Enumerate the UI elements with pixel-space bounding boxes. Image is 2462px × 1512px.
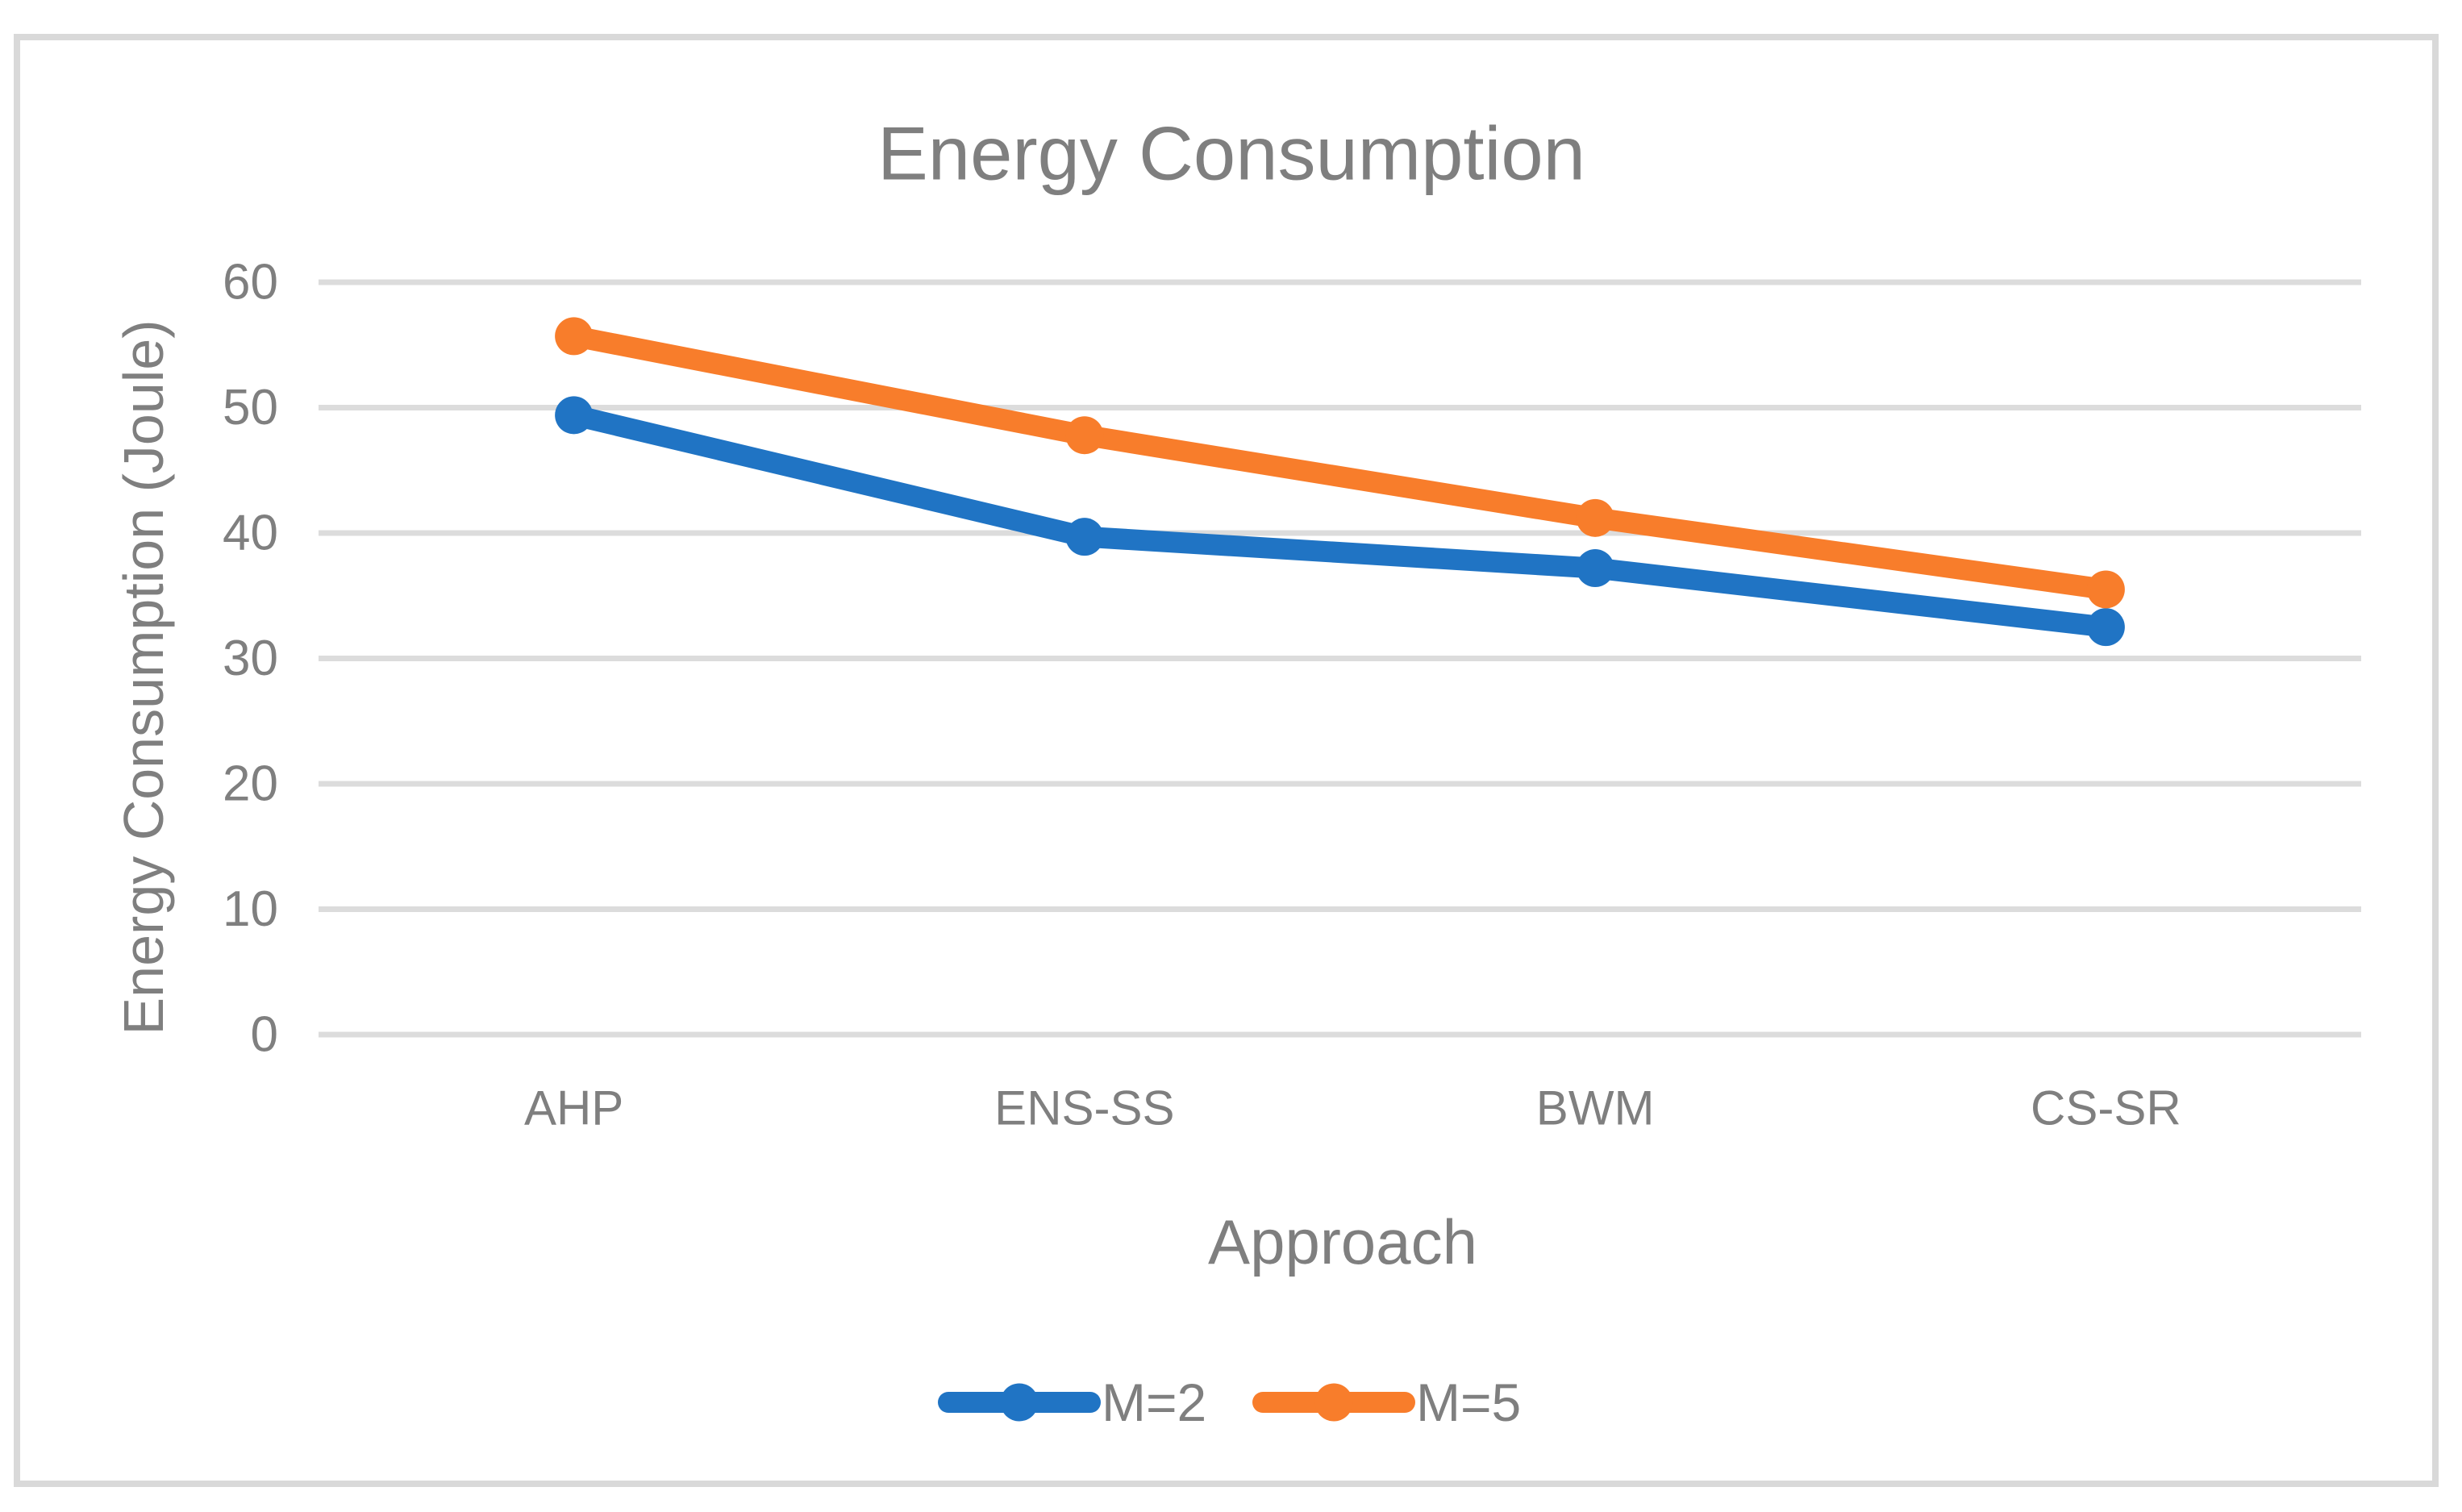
data-point-M=2-CS-SR — [2086, 608, 2125, 647]
y-tick-label-20: 20 — [223, 756, 278, 812]
series-M=5 — [555, 317, 2125, 609]
data-point-M=5-BWM — [1576, 498, 1614, 537]
chart-border — [14, 34, 2439, 1487]
x-axis-category-labels: AHP ENS-SS BWM CS-SR — [524, 1081, 2181, 1135]
y-axis-tick-labels: 0 10 20 30 40 50 60 — [223, 255, 278, 1063]
data-point-M=2-BWM — [1576, 549, 1614, 588]
data-point-M=2-ENS-SS — [1065, 518, 1104, 556]
series-line-M=2 — [563, 404, 2117, 638]
y-tick-label-40: 40 — [223, 506, 278, 561]
x-category-label-AHP: AHP — [524, 1081, 623, 1135]
gridlines — [319, 279, 2361, 1038]
data-point-M=5-AHP — [555, 317, 594, 356]
y-tick-label-30: 30 — [223, 631, 278, 686]
y-axis-title: Energy Consumption (Joule) — [112, 319, 175, 1035]
data-point-M=5-CS-SR — [2086, 570, 2125, 609]
legend-label-m2: M=2 — [1102, 1372, 1206, 1432]
x-category-label-BWM: BWM — [1536, 1081, 1655, 1135]
x-category-label-ENS-SS: ENS-SS — [994, 1081, 1174, 1135]
y-tick-label-60: 60 — [223, 255, 278, 310]
data-point-M=5-ENS-SS — [1065, 416, 1104, 455]
series-line-M=5 — [563, 325, 2117, 600]
legend-item-m2: M=2 — [938, 1372, 1206, 1432]
legend: M=2 M=5 — [938, 1372, 1521, 1432]
y-tick-label-10: 10 — [223, 881, 278, 937]
y-tick-label-0: 0 — [251, 1007, 278, 1063]
legend-marker-icon — [1000, 1383, 1039, 1422]
data-series — [555, 317, 2125, 647]
chart-title: Energy Consumption — [877, 111, 1585, 196]
legend-label-m5: M=5 — [1416, 1372, 1521, 1432]
x-category-label-CS-SR: CS-SR — [2031, 1081, 2181, 1135]
x-axis-title: Approach — [1208, 1206, 1477, 1277]
y-tick-label-50: 50 — [223, 380, 278, 435]
data-point-M=2-AHP — [555, 396, 594, 435]
legend-marker-icon — [1314, 1383, 1353, 1422]
series-M=2 — [555, 396, 2125, 647]
legend-item-m5: M=5 — [1252, 1372, 1521, 1432]
